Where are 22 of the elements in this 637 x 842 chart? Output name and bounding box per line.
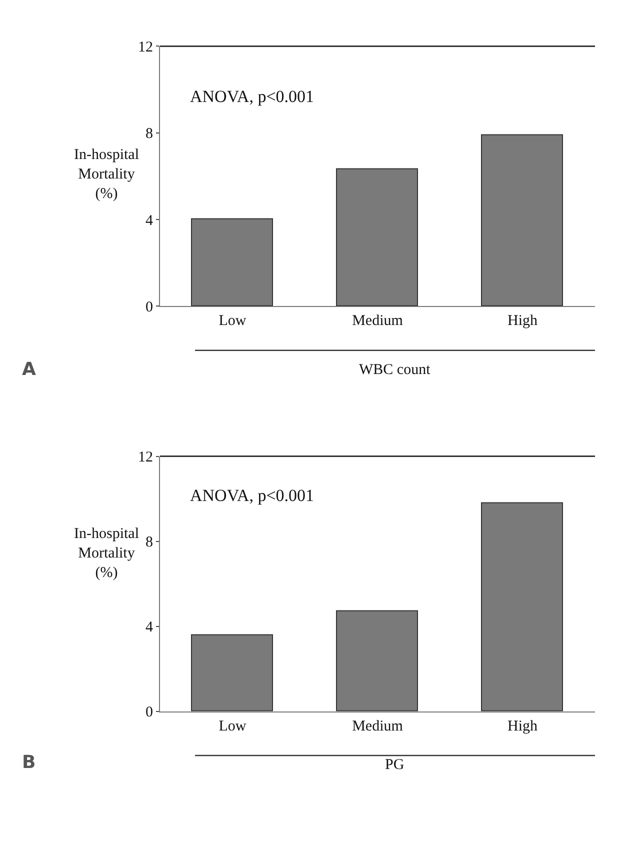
x-tick-label: High — [508, 313, 538, 330]
y-tick-label: 0 — [146, 704, 153, 721]
y-tick-label: 12 — [138, 450, 153, 466]
y-tick-label: 4 — [146, 212, 154, 229]
annotation: ANOVA, p<0.001 — [190, 486, 314, 505]
text: A — [22, 359, 36, 380]
y-tick-label: 0 — [146, 299, 153, 316]
x-axis-title: WBC count — [359, 362, 432, 378]
x-tick-label: Medium — [352, 718, 404, 734]
y-tick-label: 12 — [138, 39, 153, 56]
text: B — [22, 752, 36, 773]
x-tick-label: Medium — [352, 313, 404, 330]
annotation: ANOVA, p<0.001 — [190, 87, 314, 106]
y-axis-title: In-hospital Mortality (%) — [74, 526, 139, 581]
y-tick-label: 8 — [146, 534, 153, 551]
y-tick-label: 4 — [146, 620, 154, 636]
y-axis-title: In-hospital Mortality (%) — [74, 147, 139, 202]
x-tick-label: High — [508, 718, 538, 734]
y-tick-label: 8 — [146, 126, 153, 142]
x-tick-label: Low — [218, 718, 246, 734]
x-tick-label: Low — [218, 313, 246, 330]
x-axis-title: PG — [385, 757, 404, 773]
